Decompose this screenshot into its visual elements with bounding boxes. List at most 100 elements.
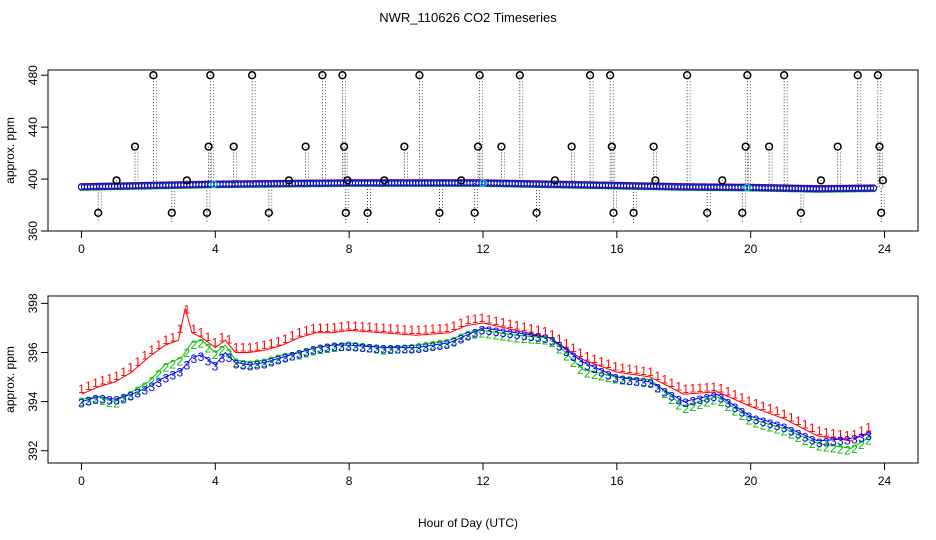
spike-point: [629, 208, 638, 217]
series-marker-1: 1: [809, 421, 816, 435]
series-marker-1: 1: [429, 322, 436, 336]
spike-point: [202, 208, 212, 217]
series-marker-1: 1: [591, 352, 598, 366]
series-marker-3: 3: [633, 375, 640, 389]
series-marker-3: 3: [148, 380, 155, 394]
series-marker-1: 1: [317, 321, 324, 335]
series-marker-2: 2: [549, 336, 556, 350]
series-marker-2: 2: [640, 375, 647, 389]
top-x-tick-label: 24: [878, 242, 892, 256]
series-marker-3: 3: [647, 377, 654, 391]
spike-point: [532, 208, 541, 217]
series-marker-2: 2: [78, 395, 85, 409]
series-line: [81, 327, 872, 442]
series-marker-1: 1: [148, 343, 155, 357]
series-marker-2: 2: [647, 376, 654, 390]
series-marker-3: 3: [858, 431, 865, 445]
series-marker-2: 2: [528, 332, 535, 346]
series-marker-1: 1: [120, 365, 127, 379]
series-marker-1: 1: [851, 427, 858, 441]
series-line-1: [81, 308, 872, 442]
series-marker-3: 3: [176, 366, 183, 380]
bottom-x-axis: 0 4 8 12 16 20 24: [78, 462, 892, 488]
series-marker-2: 2: [401, 342, 408, 356]
bottom-x-tick-label: 24: [878, 474, 892, 488]
series-marker-2: 2: [767, 420, 774, 434]
spike-point: [247, 71, 257, 80]
series-marker-2: 2: [556, 343, 563, 357]
series-marker-2: 2: [226, 347, 233, 361]
series-marker-1: 1: [310, 322, 317, 336]
series-marker-1: 1: [753, 396, 760, 410]
series-marker-3: 3: [155, 376, 162, 390]
series-marker-3: 3: [408, 343, 415, 357]
series-marker-3: 3: [830, 435, 837, 449]
series-marker-2: 2: [682, 402, 689, 416]
spike-point: [515, 71, 524, 80]
series-marker-1: 1: [739, 391, 746, 405]
series-marker-1: 1: [556, 332, 563, 346]
series-near-baseline: [112, 176, 888, 185]
series-marker-1: 1: [176, 322, 183, 336]
series-marker-1: 1: [767, 402, 774, 416]
series-marker-2: 2: [380, 343, 387, 357]
series-marker-3: 3: [802, 430, 809, 444]
top-x-tick-label: 8: [346, 242, 353, 256]
series-marker-1: 1: [626, 362, 633, 376]
series-marker-1: 1: [535, 323, 542, 337]
top-x-tick-label: 0: [78, 242, 85, 256]
series-marker-2: 2: [760, 418, 767, 432]
series-marker-1: 1: [184, 302, 191, 316]
series-marker-1: 1: [436, 322, 443, 336]
series-marker-3: 3: [394, 343, 401, 357]
series-marker-2: 2: [816, 440, 823, 454]
series-marker-3: 3: [247, 360, 254, 374]
series-marker-2: 2: [436, 338, 443, 352]
bottom-y-axis-label: approx. ppm: [3, 346, 17, 413]
series-marker-3: 3: [626, 374, 633, 388]
top-y-tick-label: 360: [26, 221, 40, 241]
series-marker-3: 3: [865, 429, 872, 443]
spike-point: [780, 71, 789, 80]
series-marker-3: 3: [668, 390, 675, 404]
series-marker-1: 1: [113, 369, 120, 383]
series-marker-1: 1: [408, 323, 415, 337]
spike-point: [682, 71, 692, 80]
series-marker-1: 1: [465, 313, 472, 327]
spike-point: [264, 208, 273, 217]
series-marker-2: 2: [739, 409, 746, 423]
series-marker-3: 3: [837, 434, 844, 448]
series-marker-2: 2: [212, 348, 219, 362]
spike-point: [415, 71, 424, 80]
series-marker-2: 2: [865, 434, 872, 448]
series-marker-2: 2: [359, 341, 366, 355]
spike-point: [204, 142, 213, 151]
series-marker-2: 2: [802, 434, 809, 448]
series-marker-1: 1: [205, 330, 212, 344]
series-marker-2: 2: [654, 381, 661, 395]
series-marker-3: 3: [640, 376, 647, 390]
spike-point: [567, 142, 576, 151]
series-marker-2: 2: [106, 396, 113, 410]
series-marker-1: 1: [282, 332, 289, 346]
series-marker-3: 3: [338, 340, 345, 354]
series-marker-1: 1: [359, 319, 366, 333]
series-marker-1: 1: [605, 357, 612, 371]
series-marker-3: 3: [675, 394, 682, 408]
series-marker-3: 3: [479, 323, 486, 337]
bottom-x-tick-label: 20: [744, 474, 758, 488]
series-marker-2: 2: [127, 388, 134, 402]
series-marker-2: 2: [823, 441, 830, 455]
series-marker-3: 3: [366, 342, 373, 356]
series-marker-2: 2: [296, 348, 303, 362]
series-marker-3: 3: [85, 395, 92, 409]
series-marker-1: 1: [78, 382, 85, 396]
series-marker-2: 2: [162, 360, 169, 374]
series-marker-1: 1: [633, 363, 640, 377]
spike-point: [738, 208, 747, 217]
series-marker-3: 3: [612, 371, 619, 385]
spike-point: [606, 71, 615, 80]
spike-point: [149, 71, 158, 80]
series-marker-2: 2: [275, 352, 282, 366]
